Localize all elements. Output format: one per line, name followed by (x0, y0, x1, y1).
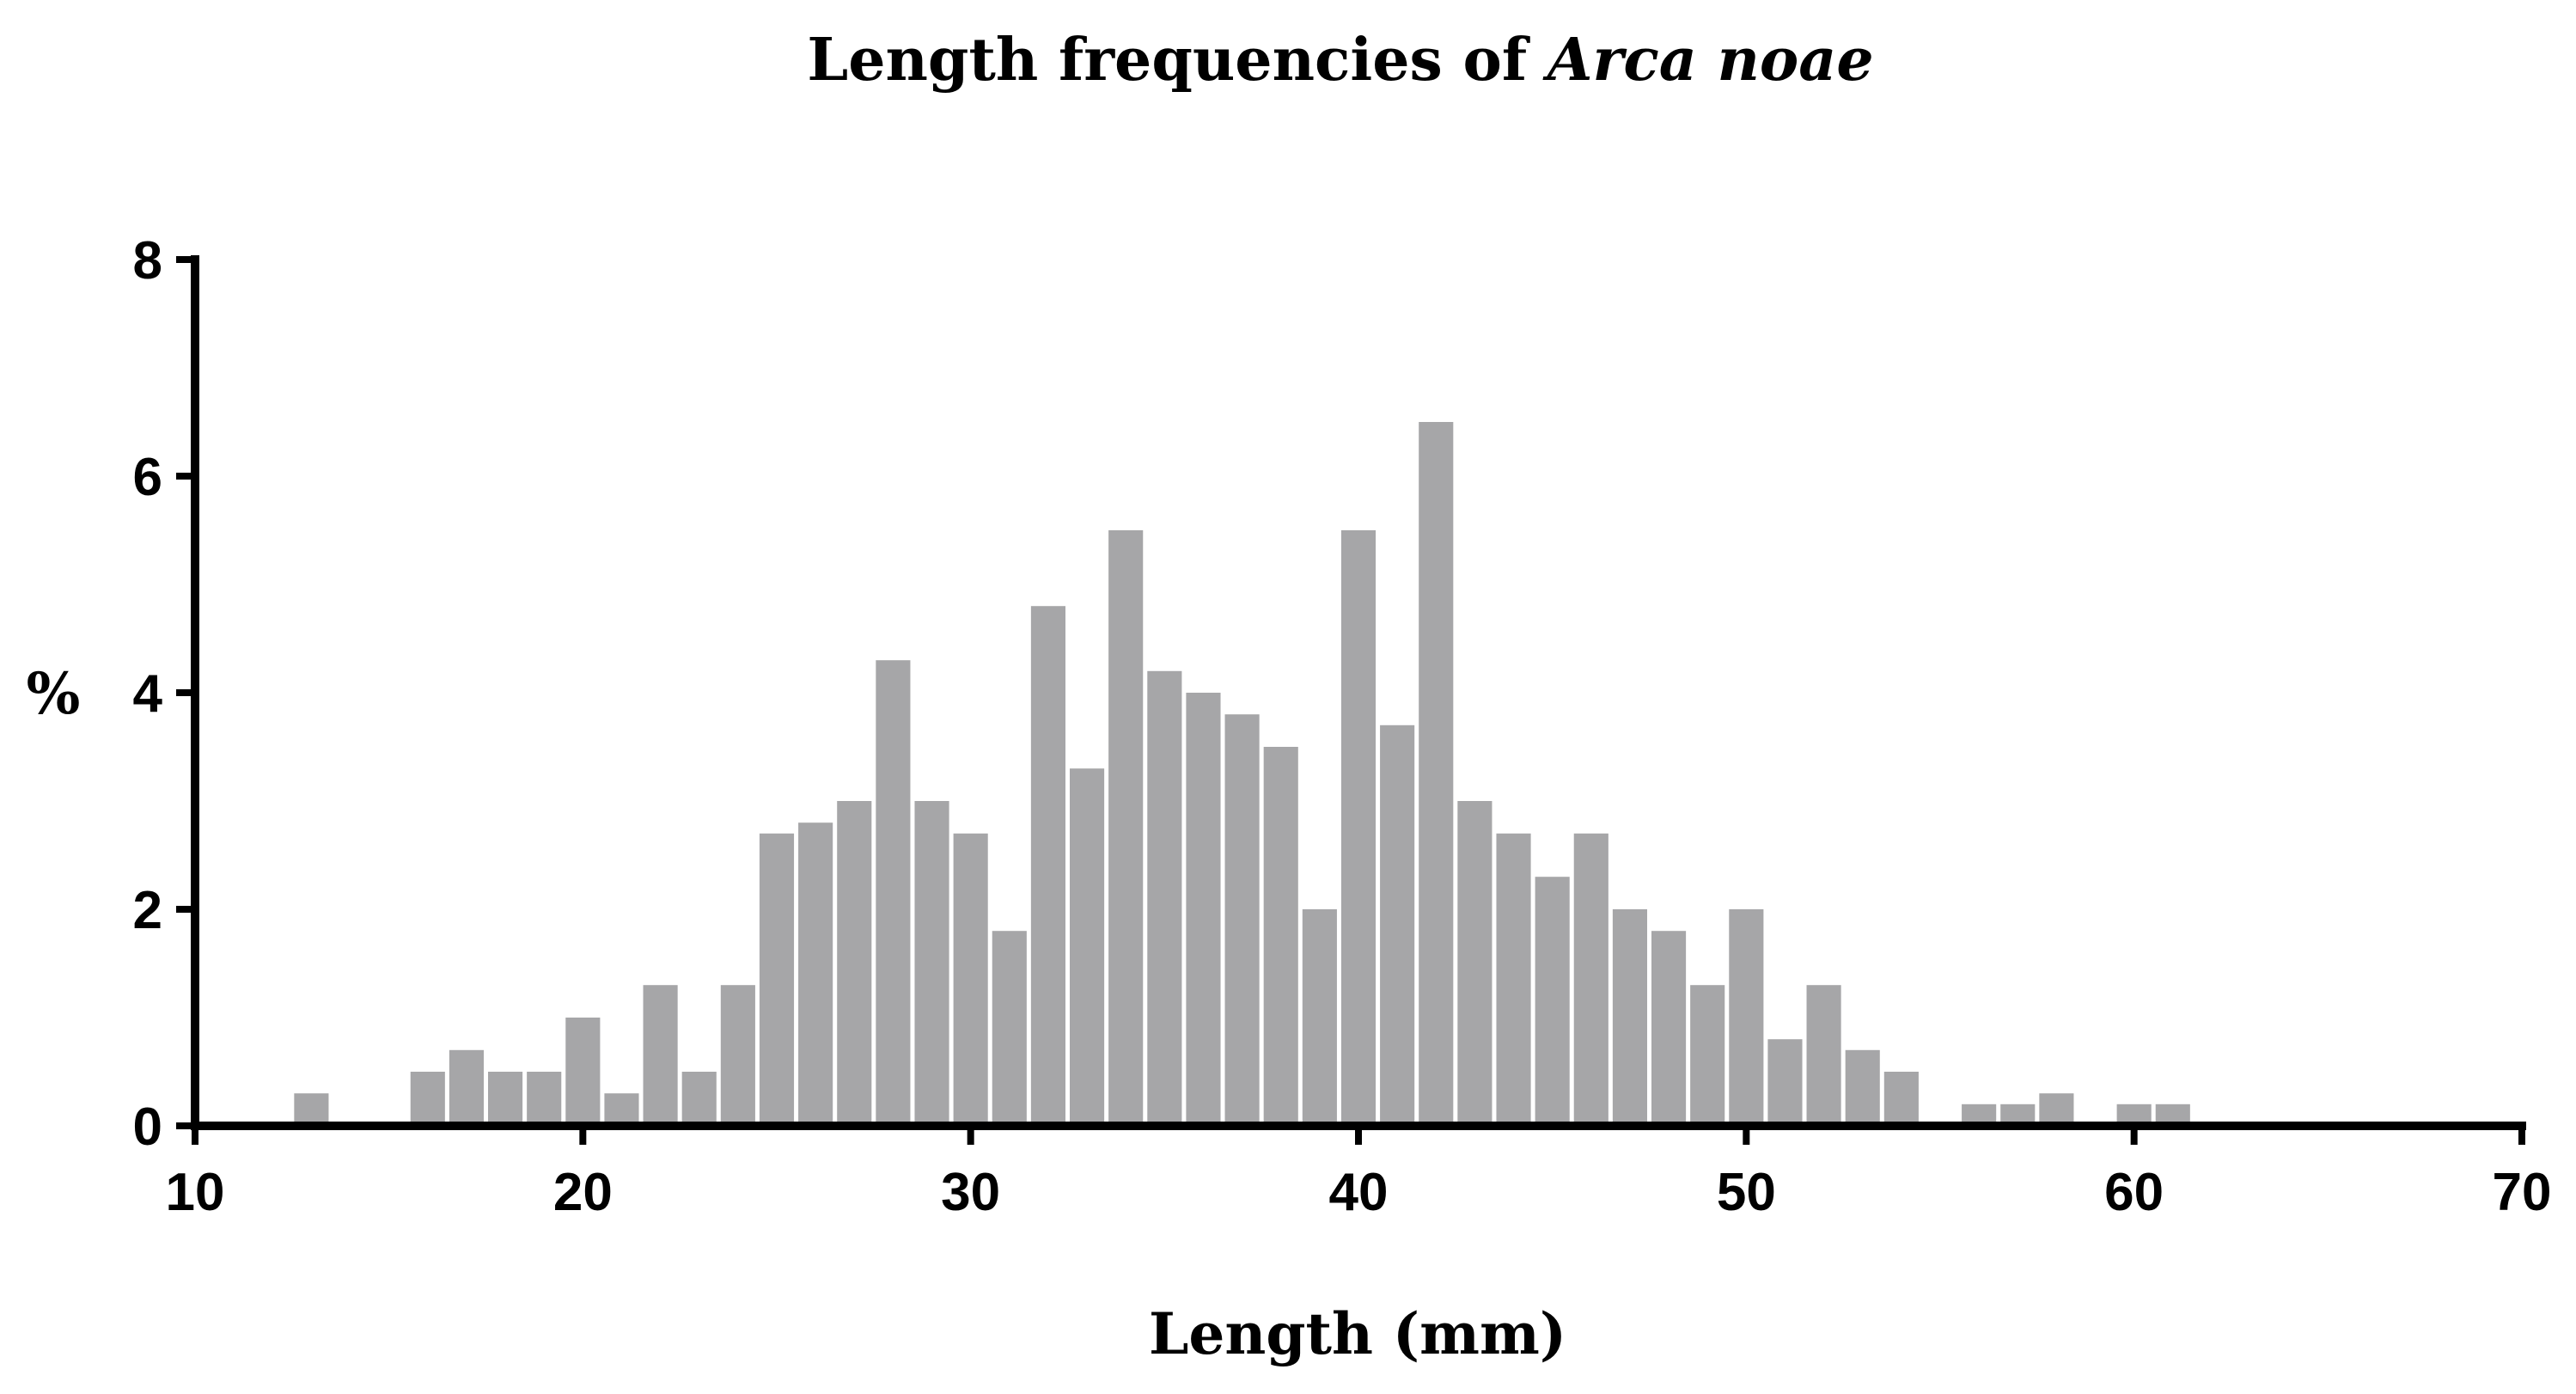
x-axis-label: Length (mm) (1149, 1300, 1566, 1367)
bar-39 (1302, 909, 1337, 1126)
x-tick-label-40: 40 (1329, 1163, 1389, 1222)
bar-50 (1729, 909, 1764, 1126)
bar-53 (1845, 1049, 1880, 1126)
bar-32 (1030, 606, 1065, 1126)
bar-30 (953, 833, 988, 1126)
bar-16 (410, 1072, 445, 1126)
bar-34 (1108, 530, 1144, 1126)
bar-19 (527, 1072, 562, 1126)
bar-45 (1535, 877, 1570, 1126)
bar-23 (681, 1072, 717, 1126)
bar-40 (1340, 530, 1377, 1126)
chart-title-part-1: Arca noae (1542, 26, 1874, 95)
bar-27 (837, 801, 872, 1126)
bar-46 (1573, 833, 1608, 1126)
bar-42 (1419, 422, 1454, 1126)
x-tick-label-20: 20 (553, 1163, 613, 1222)
bar-13 (294, 1093, 329, 1126)
bar-43 (1457, 801, 1492, 1126)
y-tick-label-0: 0 (133, 1097, 162, 1157)
bar-37 (1224, 714, 1260, 1126)
bar-51 (1767, 1039, 1803, 1126)
y-tick-label-2: 2 (133, 881, 162, 940)
bar-25 (759, 833, 795, 1126)
y-axis-label: % (27, 660, 81, 727)
y-tick-label-6: 6 (133, 448, 162, 507)
y-tick-label-4: 4 (133, 664, 163, 724)
y-tick-label-8: 8 (133, 231, 162, 290)
x-tick-label-30: 30 (941, 1163, 1000, 1222)
x-tick-label-50: 50 (1717, 1163, 1776, 1222)
bar-22 (643, 985, 678, 1126)
bar-21 (604, 1093, 639, 1126)
bar-29 (914, 801, 949, 1126)
x-tick-label-10: 10 (166, 1163, 225, 1222)
bar-41 (1380, 725, 1415, 1126)
x-tick-label-60: 60 (2104, 1163, 2164, 1222)
chart-title: Length frequencies of Arca noae (807, 26, 1873, 95)
bar-24 (720, 985, 755, 1126)
bar-58 (2039, 1093, 2074, 1126)
bar-38 (1263, 747, 1298, 1126)
bars-group (294, 422, 2190, 1126)
bar-26 (798, 822, 833, 1126)
bar-44 (1496, 833, 1531, 1126)
bar-54 (1883, 1072, 1919, 1126)
bar-20 (565, 1018, 601, 1126)
bar-49 (1690, 985, 1725, 1126)
bar-28 (876, 660, 911, 1126)
bar-52 (1806, 985, 1841, 1126)
bar-35 (1147, 670, 1182, 1126)
bar-36 (1186, 693, 1221, 1126)
bar-47 (1612, 909, 1647, 1126)
ticks-group: 0 2 4 6 8 10 20 30 40 50 60 70 (133, 231, 2552, 1222)
bar-17 (449, 1049, 484, 1126)
bar-48 (1651, 931, 1687, 1126)
bar-18 (488, 1072, 523, 1126)
chart-title-part-0: Length frequencies of (807, 26, 1547, 95)
bar-33 (1070, 768, 1105, 1126)
bar-31 (992, 931, 1027, 1126)
x-tick-label-70: 70 (2493, 1163, 2552, 1222)
